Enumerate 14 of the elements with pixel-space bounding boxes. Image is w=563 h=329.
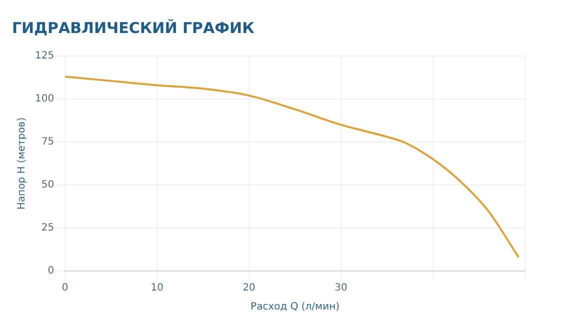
x-tick-label: 30	[334, 282, 348, 294]
y-axis-title: Напор H (метров)	[16, 117, 28, 210]
y-tick-label: 50	[41, 180, 54, 191]
x-tick-label: 10	[150, 282, 164, 294]
y-tick-label: 125	[34, 50, 54, 62]
y-tick-label: 0	[48, 266, 54, 277]
y-tick-label: 25	[41, 222, 54, 234]
x-tick-label: 0	[62, 282, 68, 294]
y-tick-label: 75	[41, 136, 54, 148]
x-axis-title: Расход Q (л/мин)	[250, 302, 340, 313]
x-tick-label: 20	[242, 282, 256, 294]
line-series	[65, 76, 520, 258]
chart-title: ГИДРАВЛИЧЕСКИЙ ГРАФИК	[12, 18, 256, 37]
y-tick-label: 100	[34, 94, 54, 105]
